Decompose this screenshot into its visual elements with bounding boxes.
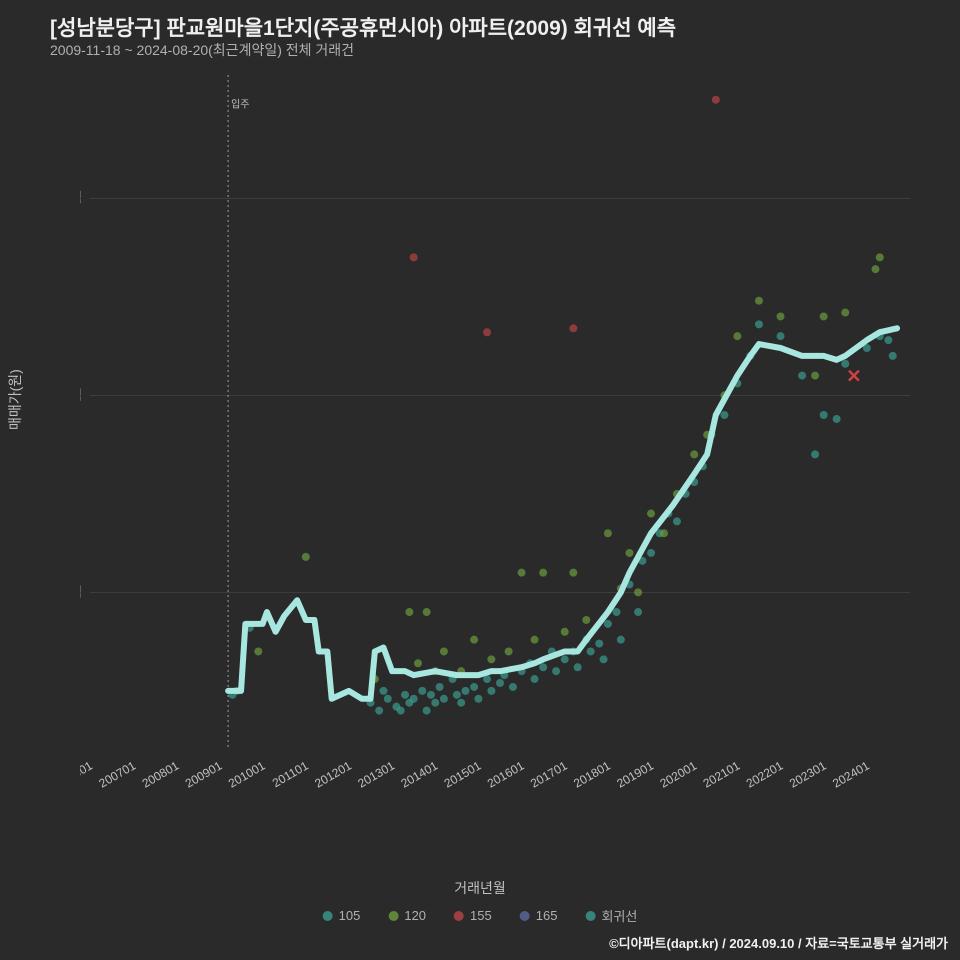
legend-marker xyxy=(454,911,464,921)
legend-label: 155 xyxy=(470,908,492,923)
svg-text:10억: 10억 xyxy=(80,584,82,599)
chart-subtitle: 2009-11-18 ~ 2024-08-20(최근계약일) 전체 거래건 xyxy=(50,40,354,60)
svg-text:201801: 201801 xyxy=(571,758,613,790)
legend: 105 120 155 165 회귀선 xyxy=(323,906,638,925)
svg-text:201701: 201701 xyxy=(528,758,570,790)
svg-text:202301: 202301 xyxy=(787,758,829,790)
svg-text:201001: 201001 xyxy=(226,758,268,790)
legend-label: 120 xyxy=(404,908,426,923)
legend-label: 회귀선 xyxy=(601,906,637,925)
legend-item: 105 xyxy=(323,906,361,925)
legend-marker xyxy=(323,911,333,921)
svg-text:15억: 15억 xyxy=(80,387,82,402)
x-axis-label: 거래년월 xyxy=(454,878,506,898)
legend-item: 회귀선 xyxy=(585,906,637,925)
legend-label: 165 xyxy=(536,908,558,923)
legend-marker xyxy=(585,911,595,921)
svg-text:입주: 입주 xyxy=(231,98,249,111)
svg-text:200901: 200901 xyxy=(183,758,225,790)
chart-title: [성남분당구] 판교원마을1단지(주공휴먼시아) 아파트(2009) 회귀선 예… xyxy=(50,12,676,42)
svg-text:202001: 202001 xyxy=(657,758,699,790)
legend-item: 155 xyxy=(454,906,492,925)
legend-item: 165 xyxy=(520,906,558,925)
legend-label: 105 xyxy=(339,908,361,923)
svg-text:201901: 201901 xyxy=(614,758,656,790)
svg-text:200801: 200801 xyxy=(140,758,182,790)
svg-text:200701: 200701 xyxy=(96,758,138,790)
y-axis-label: 매매가(원) xyxy=(5,369,25,430)
svg-text:202401: 202401 xyxy=(830,758,872,790)
svg-text:201201: 201201 xyxy=(312,758,354,790)
chart-svg: 10억 15억 20억 입주 20060120070120080120090120100… xyxy=(80,70,920,810)
legend-marker xyxy=(388,911,398,921)
legend-item: 120 xyxy=(388,906,426,925)
svg-text:201301: 201301 xyxy=(355,758,397,790)
svg-text:201401: 201401 xyxy=(399,758,441,790)
footer-credit: ©디아파트(dapt.kr) / 2024.09.10 / 자료=국토교통부 실… xyxy=(609,933,948,952)
legend-marker xyxy=(520,911,530,921)
svg-text:201101: 201101 xyxy=(270,758,311,790)
svg-text:200601: 200601 xyxy=(80,758,95,790)
svg-text:201501: 201501 xyxy=(442,758,484,790)
svg-text:20억: 20억 xyxy=(80,190,82,205)
svg-text:202201: 202201 xyxy=(744,758,786,790)
svg-text:202101: 202101 xyxy=(701,758,743,790)
svg-text:201601: 201601 xyxy=(485,758,527,790)
